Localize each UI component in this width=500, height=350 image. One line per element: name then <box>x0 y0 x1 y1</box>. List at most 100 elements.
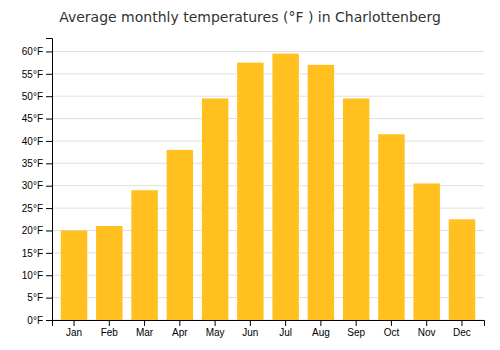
grid-line <box>52 118 484 119</box>
y-tick: 15°F <box>22 248 52 259</box>
y-tick-label: 25°F <box>22 203 43 214</box>
y-tick-mark <box>46 141 52 142</box>
x-tick-label: Apr <box>172 327 188 338</box>
bar <box>237 63 263 320</box>
x-tick-label: Jun <box>242 327 258 338</box>
chart-container: Average monthly temperatures (°F ) in Ch… <box>0 0 500 350</box>
y-tick-label: 30°F <box>22 180 43 191</box>
y-tick-label: 40°F <box>22 136 43 147</box>
grid-line <box>52 96 484 97</box>
y-tick-mark <box>46 275 52 276</box>
x-tick-mark <box>144 320 145 326</box>
y-tick-label: 55°F <box>22 69 43 80</box>
bar <box>61 230 87 320</box>
x-tick-mark <box>74 320 75 326</box>
x-tick-label: Dec <box>453 327 471 338</box>
y-axis-line <box>46 39 53 321</box>
x-tick: Oct <box>384 320 400 338</box>
x-tick: Feb <box>101 320 119 338</box>
grid <box>52 51 484 320</box>
y-tick-mark <box>46 119 52 120</box>
x-tick-label: Aug <box>312 327 330 338</box>
x-tick-mark <box>461 320 462 326</box>
bar <box>272 54 298 320</box>
x-tick-label: Jul <box>279 327 292 338</box>
x-tick-label: Sep <box>347 327 365 338</box>
y-tick: 55°F <box>22 69 52 80</box>
y-tick: 40°F <box>22 136 52 147</box>
x-tick-mark <box>250 320 251 326</box>
x-tick-mark <box>391 320 392 326</box>
y-tick-mark <box>46 163 52 164</box>
x-tick-mark <box>179 320 180 326</box>
x-tick-mark <box>109 320 110 326</box>
x-tick: Aug <box>312 320 330 338</box>
y-tick-mark <box>46 51 52 52</box>
grid-line <box>52 140 484 141</box>
y-tick: 5°F <box>27 292 52 303</box>
bars <box>61 54 475 320</box>
y-tick-mark <box>46 208 52 209</box>
y-tick: 35°F <box>22 158 52 169</box>
x-axis: Jan Feb Mar Apr May Jun Jul Aug Sep Oct Nov Dec <box>53 320 485 338</box>
x-tick: Mar <box>136 320 154 338</box>
y-axis: 0°F 5°F 10°F 15°F 20°F 25°F 30°F 35°F 40°F 45°F 50… <box>22 39 53 326</box>
plot-area: 0°F 5°F 10°F 15°F 20°F 25°F 30°F 35°F 40°F 45°F 50… <box>22 39 485 339</box>
x-tick: Jan <box>66 320 82 338</box>
grid-line <box>52 51 484 52</box>
y-tick-label: 20°F <box>22 225 43 236</box>
x-tick: Sep <box>347 320 365 338</box>
bar <box>308 65 334 320</box>
y-tick-label: 60°F <box>22 46 43 57</box>
grid-line <box>52 73 484 74</box>
x-tick: Dec <box>453 320 471 338</box>
x-tick-mark <box>285 320 286 326</box>
x-axis-line <box>53 321 485 327</box>
x-tick-mark <box>215 320 216 326</box>
y-tick: 50°F <box>22 91 52 102</box>
x-tick-mark <box>426 320 427 326</box>
bar <box>96 226 122 320</box>
x-tick: Jun <box>242 320 258 338</box>
y-tick-label: 45°F <box>22 113 43 124</box>
y-tick-label: 50°F <box>22 91 43 102</box>
bar <box>131 190 157 320</box>
y-tick: 0°F <box>27 315 52 326</box>
grid-line <box>52 163 484 164</box>
y-tick-mark <box>46 320 52 321</box>
x-tick-label: Feb <box>101 327 119 338</box>
x-tick-mark <box>320 320 321 326</box>
x-tick: Apr <box>172 320 188 338</box>
x-tick: Jul <box>279 320 292 338</box>
y-tick-mark <box>46 298 52 299</box>
y-tick: 30°F <box>22 180 52 191</box>
bar <box>202 98 228 320</box>
x-tick: May <box>206 320 225 338</box>
bar <box>343 98 369 320</box>
y-tick-mark <box>46 253 52 254</box>
x-tick-label: Jan <box>66 327 82 338</box>
y-tick-label: 5°F <box>27 292 43 303</box>
x-tick-label: Nov <box>418 327 436 338</box>
x-tick-label: Mar <box>136 327 154 338</box>
x-tick: Nov <box>418 320 436 338</box>
bar <box>378 134 404 320</box>
y-tick-label: 10°F <box>22 270 43 281</box>
y-tick-mark <box>46 186 52 187</box>
y-tick: 20°F <box>22 225 52 236</box>
bar <box>449 219 475 320</box>
y-tick: 45°F <box>22 113 52 124</box>
y-tick-label: 35°F <box>22 158 43 169</box>
x-tick-label: Oct <box>384 327 400 338</box>
chart-svg: Average monthly temperatures (°F ) in Ch… <box>0 0 500 350</box>
bar <box>167 150 193 320</box>
bar <box>413 183 439 320</box>
y-tick: 10°F <box>22 270 52 281</box>
y-tick: 60°F <box>22 46 52 57</box>
chart-title: Average monthly temperatures (°F ) in Ch… <box>59 9 441 25</box>
y-tick: 25°F <box>22 203 52 214</box>
x-tick-mark <box>356 320 357 326</box>
y-tick-mark <box>46 230 52 231</box>
y-tick-label: 0°F <box>27 315 43 326</box>
y-tick-mark <box>46 96 52 97</box>
